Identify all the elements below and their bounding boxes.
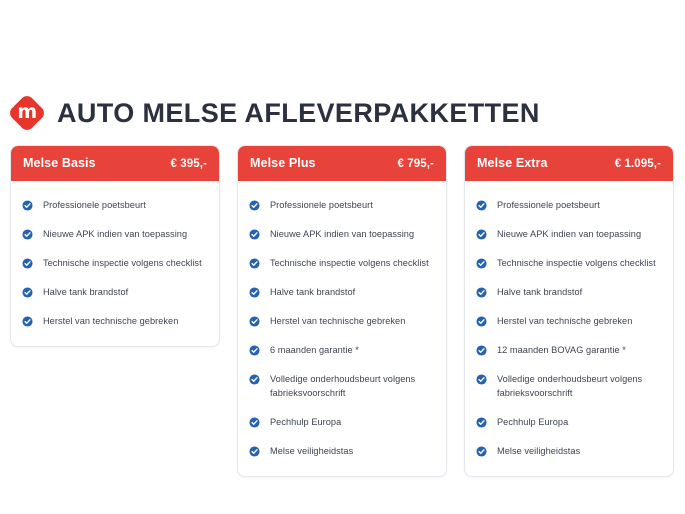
check-circle-icon [476,373,487,385]
feature-list-item: 6 maanden garantie * [249,335,435,364]
feature-label: Halve tank brandstof [270,286,356,297]
feature-list-item: Melse veiligheidstas [249,436,435,465]
feature-label: Professionele poetsbeurt [43,199,146,210]
feature-list-item: Halve tank brandstof [249,277,435,306]
feature-label: Technische inspectie volgens checklist [270,257,429,268]
pricing-card-header: Melse Extra € 1.095,- [465,146,673,181]
feature-label: 6 maanden garantie * [270,344,359,355]
page-header: m AUTO MELSE AFLEVERPAKKETTEN [7,93,540,133]
check-circle-icon [476,199,487,211]
feature-label: Herstel van technische gebreken [270,315,406,326]
check-circle-icon [476,228,487,240]
melse-logo-diamond-icon: m [7,93,47,133]
check-circle-icon [249,257,260,269]
feature-list-item: Pechhulp Europa [476,407,662,436]
feature-label: Pechhulp Europa [270,416,342,427]
feature-list-item: Herstel van technische gebreken [476,306,662,335]
check-circle-icon [476,257,487,269]
check-circle-icon [476,286,487,298]
pricing-card-feature-list: Professionele poetsbeurt Nieuwe APK indie… [238,181,446,476]
feature-list-item: Professionele poetsbeurt [249,190,435,219]
check-circle-icon [249,199,260,211]
feature-label: Melse veiligheidstas [497,445,581,456]
feature-label: Nieuwe APK indien van toepassing [497,228,642,239]
pricing-card-name: Melse Plus [250,156,316,170]
check-circle-icon [249,228,260,240]
pricing-cards-row: Melse Basis € 395,- Professionele poetsbeu… [10,145,675,477]
feature-label: Nieuwe APK indien van toepassing [43,228,188,239]
check-circle-icon [249,286,260,298]
feature-list-item: Halve tank brandstof [476,277,662,306]
feature-list-item: Technische inspectie volgens checklist [476,248,662,277]
feature-list-item: Professionele poetsbeurt [22,190,208,219]
pricing-card-name: Melse Basis [23,156,96,170]
pricing-card[interactable]: Melse Extra € 1.095,- Professionele poetsb… [464,145,674,477]
feature-label: Volledige onderhoudsbeurt volgens fabrie… [270,373,416,398]
check-circle-icon [249,344,260,356]
feature-label: Halve tank brandstof [497,286,583,297]
feature-label: Technische inspectie volgens checklist [43,257,202,268]
page-title: AUTO MELSE AFLEVERPAKKETTEN [57,97,540,128]
feature-label: 12 maanden BOVAG garantie * [497,344,626,355]
check-circle-icon [476,416,487,428]
logo-letter: m [17,101,37,123]
pricing-card-header: Melse Basis € 395,- [11,146,219,181]
feature-label: Halve tank brandstof [43,286,129,297]
feature-list-item: Volledige onderhoudsbeurt volgens fabrie… [249,364,435,407]
feature-list-item: Nieuwe APK indien van toepassing [476,219,662,248]
feature-list-item: Volledige onderhoudsbeurt volgens fabrie… [476,364,662,407]
check-circle-icon [249,445,260,457]
pricing-card-price: € 1.095,- [614,158,661,170]
check-circle-icon [476,315,487,327]
check-circle-icon [22,257,33,269]
pricing-card[interactable]: Melse Basis € 395,- Professionele poetsbeu… [10,145,220,347]
feature-list-item: Halve tank brandstof [22,277,208,306]
pricing-card[interactable]: Melse Plus € 795,- Professionele poetsbeur… [237,145,447,477]
check-circle-icon [22,228,33,240]
feature-label: Herstel van technische gebreken [43,315,179,326]
feature-label: Herstel van technische gebreken [497,315,633,326]
feature-list-item: Technische inspectie volgens checklist [249,248,435,277]
feature-list-item: Professionele poetsbeurt [476,190,662,219]
check-circle-icon [249,416,260,428]
check-circle-icon [249,373,260,385]
pricing-card-feature-list: Professionele poetsbeurt Nieuwe APK indie… [11,181,219,346]
feature-label: Volledige onderhoudsbeurt volgens fabrie… [497,373,643,398]
feature-list-item: 12 maanden BOVAG garantie * [476,335,662,364]
feature-label: Professionele poetsbeurt [270,199,373,210]
check-circle-icon [476,344,487,356]
feature-list-item: Pechhulp Europa [249,407,435,436]
feature-label: Nieuwe APK indien van toepassing [270,228,415,239]
pricing-card-header: Melse Plus € 795,- [238,146,446,181]
pricing-card-name: Melse Extra [477,156,548,170]
check-circle-icon [22,286,33,298]
pricing-card-price: € 395,- [170,158,207,170]
feature-list-item: Herstel van technische gebreken [22,306,208,335]
pricing-card-feature-list: Professionele poetsbeurt Nieuwe APK indie… [465,181,673,476]
check-circle-icon [476,445,487,457]
feature-label: Pechhulp Europa [497,416,569,427]
check-circle-icon [22,199,33,211]
feature-label: Technische inspectie volgens checklist [497,257,656,268]
feature-list-item: Melse veiligheidstas [476,436,662,465]
feature-list-item: Nieuwe APK indien van toepassing [249,219,435,248]
feature-list-item: Herstel van technische gebreken [249,306,435,335]
feature-list-item: Nieuwe APK indien van toepassing [22,219,208,248]
pricing-card-price: € 795,- [397,158,434,170]
feature-label: Melse veiligheidstas [270,445,354,456]
feature-label: Professionele poetsbeurt [497,199,600,210]
feature-list-item: Technische inspectie volgens checklist [22,248,208,277]
check-circle-icon [22,315,33,327]
check-circle-icon [249,315,260,327]
